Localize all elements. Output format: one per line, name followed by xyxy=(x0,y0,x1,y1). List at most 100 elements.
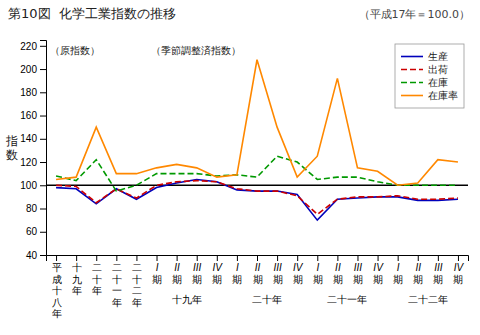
x-tick-label-part: 期 xyxy=(273,274,283,285)
y-tick-group: 220 xyxy=(20,41,46,52)
x-tick-label-part: I xyxy=(236,262,239,273)
x-tick-group: II期 xyxy=(413,255,423,285)
x-tick-group: III期 xyxy=(192,255,202,285)
x-tick-label-part: I xyxy=(156,262,159,273)
y-tick xyxy=(40,162,46,163)
x-tick xyxy=(297,255,298,261)
y-axis: 406080100120140160180200220 xyxy=(20,41,46,261)
x-tick-group: II期 xyxy=(172,255,182,285)
x-tick xyxy=(96,255,97,261)
x-tick-group: I期 xyxy=(152,255,162,285)
x-tick-label: IV期 xyxy=(293,262,304,285)
y-tick-label: 220 xyxy=(20,41,37,52)
x-tick-label: II期 xyxy=(333,262,343,285)
x-tick-label-part: 八 xyxy=(52,297,62,308)
x-group-label: 二十二年 xyxy=(408,294,448,305)
x-tick-label: IV期 xyxy=(212,262,223,285)
x-tick-label-part: 期 xyxy=(212,274,222,285)
x-tick-label-part: 十 xyxy=(112,274,122,285)
legend-label: 在庫率 xyxy=(428,90,458,101)
x-tick-group: 二十一年 xyxy=(112,255,122,308)
x-tick-label-part: 期 xyxy=(413,274,423,285)
x-tick-label-part: 年 xyxy=(52,308,62,319)
x-tick-label-part: 期 xyxy=(192,274,202,285)
x-tick xyxy=(116,255,117,261)
x-tick xyxy=(418,255,419,261)
x-tick-group: II期 xyxy=(253,255,263,285)
y-tick-label: 100 xyxy=(20,180,37,191)
y-tick xyxy=(40,255,46,256)
x-tick-label-part: 期 xyxy=(433,274,443,285)
y-axis-title: 指数 xyxy=(5,134,18,162)
y-axis-line xyxy=(40,41,47,256)
x-tick xyxy=(337,255,338,261)
y-tick xyxy=(40,46,46,47)
x-tick-label-part: III xyxy=(434,262,443,273)
y-tick xyxy=(40,139,46,140)
x-tick-group: 二十二年 xyxy=(132,255,142,308)
y-tick xyxy=(40,116,46,117)
x-tick-label-part: III xyxy=(273,262,282,273)
x-tick-label: II期 xyxy=(172,262,182,285)
x-tick xyxy=(378,255,379,261)
x-tick-label-part: 一 xyxy=(112,285,122,296)
x-tick xyxy=(398,255,399,261)
y-tick-group: 80 xyxy=(26,203,46,214)
x-tick-label-part: 十 xyxy=(52,285,62,296)
y-tick xyxy=(40,92,46,93)
x-tick-label-part: 期 xyxy=(253,274,263,285)
x-tick-label-part: 二 xyxy=(92,262,102,273)
chart: 第10図 化学工業指数の推移（平成17年＝100.0）4060801001201… xyxy=(0,0,480,335)
x-tick xyxy=(217,255,218,261)
x-tick-label: I期 xyxy=(313,262,323,285)
x-tick-label: 平成十八年 xyxy=(52,262,62,319)
plot: 406080100120140160180200220平成十八年十九年二十年二十… xyxy=(20,41,468,320)
x-tick-group: I期 xyxy=(313,255,323,285)
x-tick-label-part: I xyxy=(316,262,319,273)
title: 第10図 化学工業指数の推移 xyxy=(8,6,176,21)
y-tick xyxy=(40,69,46,70)
x-tick-label-part: II xyxy=(174,262,180,273)
y-tick xyxy=(40,185,46,186)
x-tick-group: IV期 xyxy=(373,255,384,285)
x-tick-label-part: 期 xyxy=(293,274,303,285)
x-tick-label-part: 期 xyxy=(393,274,403,285)
y-tick-label: 120 xyxy=(20,157,37,168)
x-tick xyxy=(277,255,278,261)
legend-label: 在庫 xyxy=(428,77,448,88)
x-tick-label: IV期 xyxy=(373,262,384,285)
x-tick-label-part: IV xyxy=(213,262,224,273)
x-tick-label-part: 期 xyxy=(232,274,242,285)
x-tick-label: II期 xyxy=(413,262,423,285)
x-tick-group: II期 xyxy=(333,255,343,285)
x-axis: 平成十八年十九年二十年二十一年二十二年I期II期III期IV期I期II期III期… xyxy=(47,255,469,319)
x-tick-label-part: 期 xyxy=(313,274,323,285)
y-tick-group: 40 xyxy=(26,250,46,261)
x-tick-label-part: IV xyxy=(373,262,384,273)
x-tick-label-part: 二 xyxy=(132,262,142,273)
x-tick-label-part: 成 xyxy=(52,274,62,285)
x-tick-label-part: 期 xyxy=(353,274,363,285)
y-tick-group: 200 xyxy=(20,64,46,75)
x-tick-label-part: 年 xyxy=(132,297,142,308)
annotation: （原指数） xyxy=(50,45,100,56)
x-tick-group: III期 xyxy=(353,255,363,285)
x-tick-label-part: 期 xyxy=(172,274,182,285)
legend-label: 生産 xyxy=(428,51,448,62)
x-tick-label-part: 年 xyxy=(72,285,82,296)
x-tick-label-part: 二 xyxy=(112,262,122,273)
y-axis-title-part: 数 xyxy=(6,148,18,162)
x-tick-label: III期 xyxy=(273,262,283,285)
x-group-label: 二十一年 xyxy=(327,294,367,305)
x-tick xyxy=(136,255,137,261)
y-tick-group: 120 xyxy=(20,157,46,168)
x-tick-label: I期 xyxy=(152,262,162,285)
x-tick-label-part: 年 xyxy=(92,285,102,296)
x-tick-label-part: III xyxy=(193,262,202,273)
x-tick-label-part: 期 xyxy=(333,274,343,285)
x-tick-group: IV期 xyxy=(293,255,304,285)
y-tick xyxy=(40,209,46,210)
y-tick-label: 80 xyxy=(26,203,38,214)
x-tick-label: 二十一年 xyxy=(112,262,122,308)
x-tick-group: III期 xyxy=(273,255,283,285)
